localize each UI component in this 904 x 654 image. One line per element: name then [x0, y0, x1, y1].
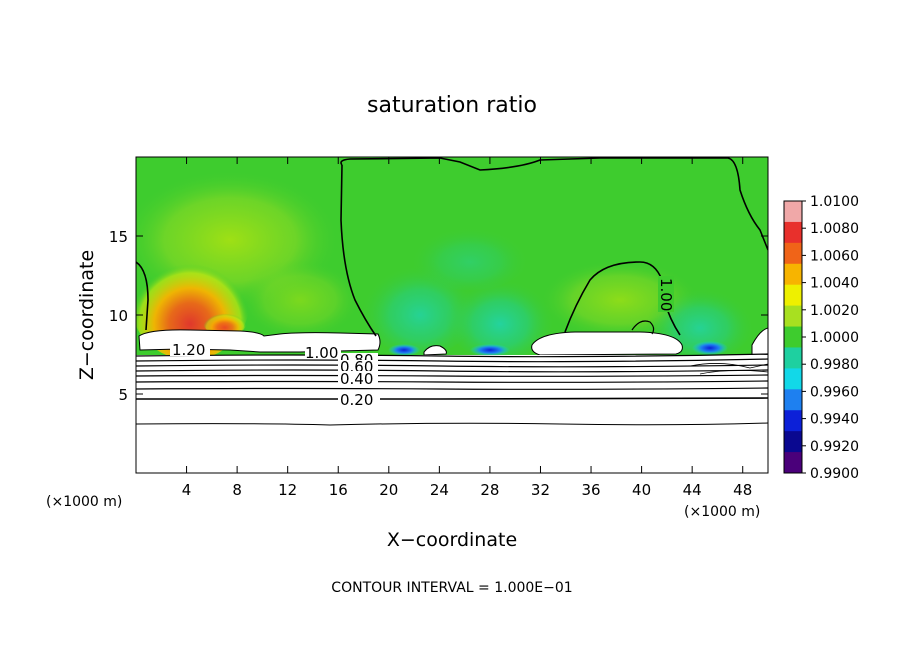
svg-text:1.00: 1.00 — [305, 344, 338, 362]
contour-interval-note: CONTOUR INTERVAL = 1.000E−01 — [331, 580, 572, 596]
y-axis: 5 10 15 — [109, 228, 768, 404]
contour-line — [136, 422, 768, 426]
colorbar-swatch — [784, 452, 802, 474]
colorbar-swatch — [784, 242, 802, 265]
contour-label: 0.40 — [338, 370, 378, 388]
x-tick-label: 40 — [632, 481, 651, 499]
contour-line — [136, 380, 768, 383]
contour-label: 1.20 — [170, 341, 210, 359]
colorbar-label: 1.0100 — [810, 194, 859, 210]
colorbar-label: 0.9980 — [810, 357, 859, 373]
svg-text:0.40: 0.40 — [340, 370, 373, 388]
x-axis-label: X−coordinate — [387, 529, 517, 551]
contour-label: 1.00 — [657, 276, 675, 312]
colorbar-swatch — [784, 326, 802, 348]
colorbar-label: 1.0000 — [810, 330, 859, 346]
y-tick-label: 5 — [118, 386, 128, 404]
x-tick-label: 8 — [232, 481, 242, 499]
field-min — [445, 270, 555, 360]
y-tick-label: 15 — [109, 228, 128, 246]
field-max — [203, 308, 247, 336]
contour-line — [136, 374, 768, 377]
colorbar-label: 1.0020 — [810, 303, 859, 319]
colorbar-label: 0.9900 — [810, 466, 859, 482]
colorbar-labels: 1.0100 1.0080 1.0060 1.0040 1.0020 1.0000 0.99… — [802, 194, 859, 482]
y-axis-label: Z−coordinate — [76, 250, 98, 380]
colorbar-swatch — [784, 389, 802, 411]
field-min-blue — [388, 344, 420, 356]
x-tick-label: 16 — [329, 481, 348, 499]
contour-line — [136, 353, 768, 358]
colorbar-swatch — [784, 221, 802, 244]
contour-label: 1.00 — [305, 344, 341, 362]
colorbar-swatch — [784, 284, 802, 307]
x-tick-label: 32 — [531, 481, 550, 499]
x-tick-label: 4 — [182, 481, 192, 499]
colorbar-swatch — [784, 368, 802, 390]
colorbar-swatch — [784, 263, 802, 286]
x-tick-label: 36 — [581, 481, 600, 499]
svg-text:0.20: 0.20 — [340, 391, 373, 409]
x-unit-right: (×1000 m) — [684, 504, 760, 520]
x-tick-label: 12 — [278, 481, 297, 499]
colorbar-swatch — [784, 410, 802, 432]
svg-text:1.00: 1.00 — [657, 278, 675, 311]
contour-line — [340, 164, 377, 337]
contour-line — [136, 261, 149, 331]
colorbar-label: 1.0040 — [810, 276, 859, 292]
colorbar-label: 0.9920 — [810, 439, 859, 455]
contour-line — [136, 364, 768, 368]
field-min — [410, 220, 530, 290]
colorbar-label: 1.0080 — [810, 221, 859, 237]
colorbar-label: 0.9940 — [810, 412, 859, 428]
colorbar-swatch — [784, 305, 802, 328]
colorbar-swatch — [784, 201, 802, 223]
colorbar-frame — [783, 200, 803, 474]
colorbar-swatch — [784, 347, 802, 369]
contour-line — [699, 370, 768, 375]
y-tick-label: 10 — [109, 307, 128, 325]
colorbar — [784, 201, 802, 474]
x-axis: 4 8 12 16 20 24 28 32 36 40 44 48 — [182, 157, 752, 499]
contour-labels: 1.20 1.00 0.80 0.60 0.40 0.20 1.00 — [170, 276, 675, 409]
cloud-region — [531, 331, 683, 356]
cloud-region — [751, 327, 768, 357]
contour-line — [689, 363, 768, 369]
contour-line — [136, 387, 768, 390]
contour-line — [136, 369, 768, 373]
colorbar-label: 1.0060 — [810, 248, 859, 264]
colorbar-swatch — [784, 431, 802, 453]
x-tick-label: 28 — [480, 481, 499, 499]
chart-title: saturation ratio — [367, 93, 537, 118]
x-tick-label: 24 — [430, 481, 449, 499]
colorbar-label: 0.9960 — [810, 384, 859, 400]
field-min-blue — [470, 344, 510, 356]
svg-text:1.20: 1.20 — [172, 341, 205, 359]
x-unit-left: (×1000 m) — [46, 494, 122, 510]
contour-line — [340, 157, 768, 251]
field-min-blue — [692, 341, 728, 355]
plot-area — [136, 157, 768, 473]
contour-line — [631, 320, 655, 335]
x-tick-label: 44 — [683, 481, 702, 499]
cloud-region — [423, 345, 447, 356]
contour-line — [136, 358, 768, 363]
lower-region — [136, 355, 768, 473]
contour-line — [136, 397, 768, 400]
x-tick-label: 20 — [379, 481, 398, 499]
contour-label: 0.20 — [338, 391, 380, 409]
field-blob — [240, 260, 360, 340]
x-tick-label: 48 — [733, 481, 752, 499]
